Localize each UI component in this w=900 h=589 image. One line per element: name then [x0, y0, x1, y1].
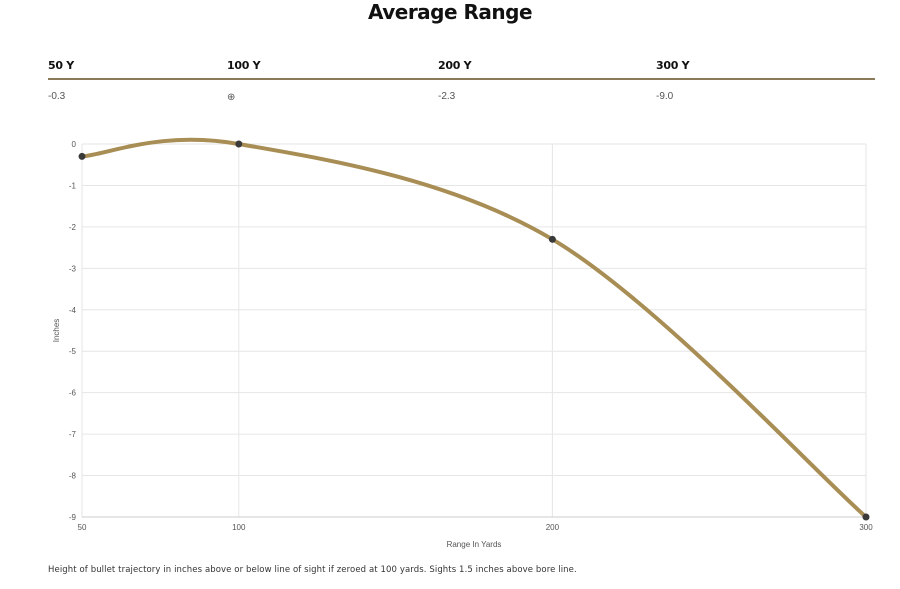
- trajectory-line: [80, 137, 868, 519]
- range-value-200: -2.3: [438, 91, 456, 102]
- tick-labels: 0 -1 -2 -3 -4 -5 -6 -7 -8 -950 100 200 300: [69, 140, 873, 532]
- x-axis-label: Range In Yards: [447, 540, 502, 549]
- y-tick-label: -5: [69, 347, 77, 356]
- y-tick-label: -6: [69, 389, 77, 398]
- grid-lines: [81, 143, 867, 518]
- range-table-row: -0.3 ⊕ -2.3 -9.0: [48, 80, 875, 110]
- data-point: [235, 140, 243, 148]
- y-tick-label: -7: [69, 430, 77, 439]
- trajectory-chart: 0 -1 -2 -3 -4 -5 -6 -7 -8 -950 100 200 300 Inches Ra…: [52, 137, 873, 549]
- y-axis-label: Inches: [52, 319, 61, 343]
- y-tick-label: -3: [69, 264, 77, 273]
- range-header-200: 200 Y: [438, 59, 472, 72]
- y-tick-label: 0: [72, 140, 77, 149]
- data-points: [78, 140, 870, 521]
- trajectory-line-layer: [80, 137, 868, 519]
- range-header-50: 50 Y: [48, 59, 74, 72]
- y-tick-label: -8: [69, 472, 77, 481]
- range-header-100: 100 Y: [227, 59, 261, 72]
- data-point: [78, 152, 86, 160]
- y-tick-label: -4: [69, 306, 77, 315]
- range-value-300: -9.0: [656, 91, 674, 102]
- x-tick-label: 200: [546, 523, 560, 532]
- chart-title: Average Range: [367, 0, 533, 24]
- x-tick-label: 50: [78, 523, 87, 532]
- range-table-header: 50 Y 100 Y 200 Y 300 Y: [48, 56, 875, 80]
- range-header-300: 300 Y: [656, 59, 690, 72]
- range-table: 50 Y 100 Y 200 Y 300 Y -0.3 ⊕ -2.3 -9.0: [48, 56, 875, 110]
- y-tick-label: -2: [69, 223, 77, 232]
- zero-crosshair-icon: ⊕: [227, 92, 236, 103]
- range-value-50: -0.3: [48, 91, 66, 102]
- x-tick-label: 100: [232, 523, 246, 532]
- y-tick-label: -1: [69, 181, 77, 190]
- x-tick-label: 300: [859, 523, 873, 532]
- y-tick-label: -9: [69, 513, 77, 522]
- data-point: [862, 513, 870, 521]
- data-point: [548, 235, 556, 243]
- footnote: Height of bullet trajectory in inches ab…: [48, 565, 577, 575]
